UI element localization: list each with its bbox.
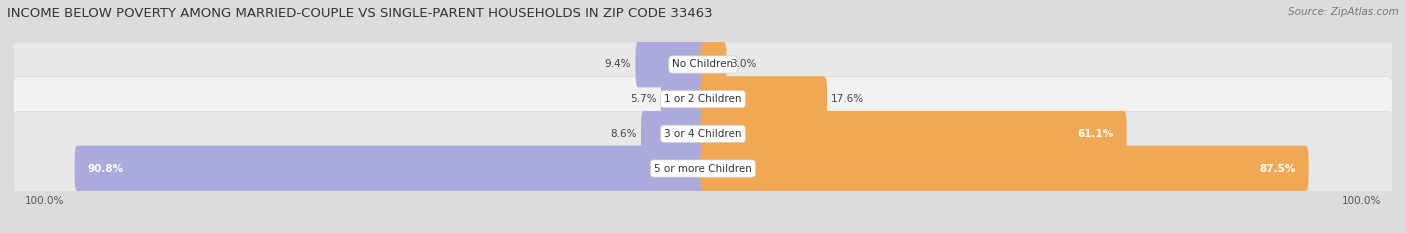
Text: 9.4%: 9.4% bbox=[605, 59, 631, 69]
Text: Source: ZipAtlas.com: Source: ZipAtlas.com bbox=[1288, 7, 1399, 17]
Text: No Children: No Children bbox=[672, 59, 734, 69]
Text: 61.1%: 61.1% bbox=[1077, 129, 1114, 139]
FancyBboxPatch shape bbox=[10, 111, 1396, 226]
Text: 8.6%: 8.6% bbox=[610, 129, 637, 139]
Text: 100.0%: 100.0% bbox=[24, 195, 63, 206]
FancyBboxPatch shape bbox=[700, 76, 827, 122]
FancyBboxPatch shape bbox=[636, 42, 706, 87]
FancyBboxPatch shape bbox=[10, 7, 1396, 122]
FancyBboxPatch shape bbox=[75, 146, 706, 191]
Text: 5 or more Children: 5 or more Children bbox=[654, 164, 752, 174]
Text: 17.6%: 17.6% bbox=[831, 94, 865, 104]
Text: INCOME BELOW POVERTY AMONG MARRIED-COUPLE VS SINGLE-PARENT HOUSEHOLDS IN ZIP COD: INCOME BELOW POVERTY AMONG MARRIED-COUPL… bbox=[7, 7, 713, 20]
FancyBboxPatch shape bbox=[10, 42, 1396, 156]
FancyBboxPatch shape bbox=[10, 77, 1396, 191]
Text: 100.0%: 100.0% bbox=[1343, 195, 1382, 206]
FancyBboxPatch shape bbox=[700, 146, 1309, 191]
FancyBboxPatch shape bbox=[641, 111, 706, 157]
Text: 5.7%: 5.7% bbox=[630, 94, 657, 104]
FancyBboxPatch shape bbox=[700, 42, 727, 87]
Text: 3 or 4 Children: 3 or 4 Children bbox=[664, 129, 742, 139]
FancyBboxPatch shape bbox=[661, 76, 706, 122]
Text: 3.0%: 3.0% bbox=[731, 59, 756, 69]
FancyBboxPatch shape bbox=[700, 111, 1126, 157]
Text: 87.5%: 87.5% bbox=[1260, 164, 1295, 174]
Text: 90.8%: 90.8% bbox=[87, 164, 124, 174]
Text: 1 or 2 Children: 1 or 2 Children bbox=[664, 94, 742, 104]
